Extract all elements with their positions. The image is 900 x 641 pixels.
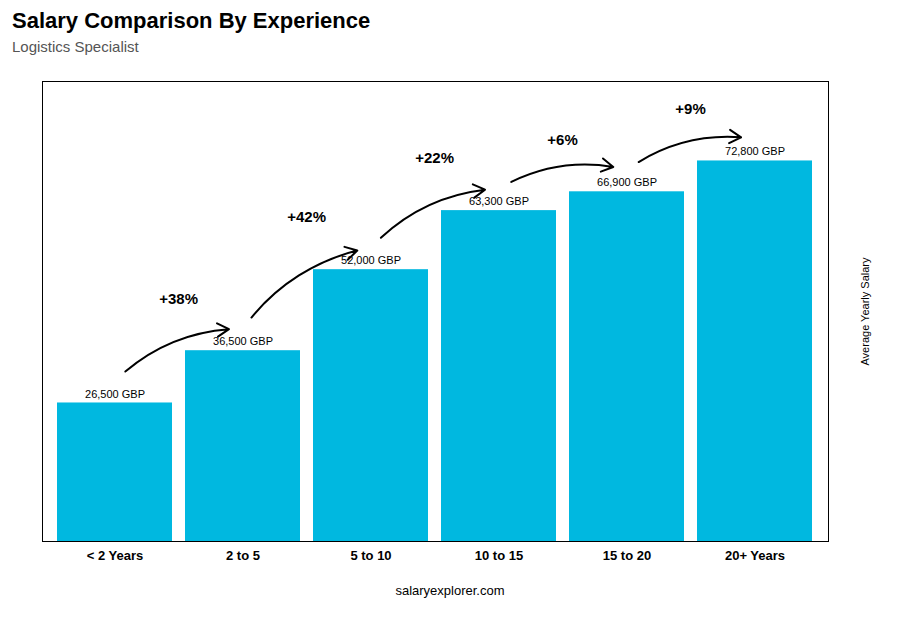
svg-text:72,800 GBP: 72,800 GBP — [725, 145, 785, 157]
svg-text:36,500 GBP: 36,500 GBP — [213, 335, 273, 347]
svg-text:2 to 5: 2 to 5 — [226, 548, 260, 563]
html-text:Salary Comparison By Experienc: Salary Comparison By Experience — [12, 8, 371, 33]
svg-text:< 2 Years: < 2 Years — [87, 548, 144, 563]
html-text:salaryexplorer.com: salaryexplorer.com — [395, 583, 505, 598]
svg-text:+22%: +22% — [415, 149, 454, 166]
svg-text:+6%: +6% — [547, 131, 577, 148]
svg-text:26,500 GBP: 26,500 GBP — [85, 387, 145, 399]
svg-text:63,300 GBP: 63,300 GBP — [469, 195, 529, 207]
svg-text:Average Yearly Salary: Average Yearly Salary — [859, 257, 871, 366]
html-text:Logistics Specialist: Logistics Specialist — [12, 38, 139, 55]
svg-text:+42%: +42% — [287, 208, 326, 225]
svg-text:66,900 GBP: 66,900 GBP — [597, 176, 657, 188]
svg-text:+9%: +9% — [675, 100, 705, 117]
svg-text:15 to 20: 15 to 20 — [603, 548, 651, 563]
svg-text:20+ Years: 20+ Years — [725, 548, 785, 563]
svg-text:+38%: +38% — [159, 290, 198, 307]
svg-text:10 to 15: 10 to 15 — [475, 548, 523, 563]
svg-text:52,000 GBP: 52,000 GBP — [341, 254, 401, 266]
svg-text:5 to 10: 5 to 10 — [350, 548, 391, 563]
